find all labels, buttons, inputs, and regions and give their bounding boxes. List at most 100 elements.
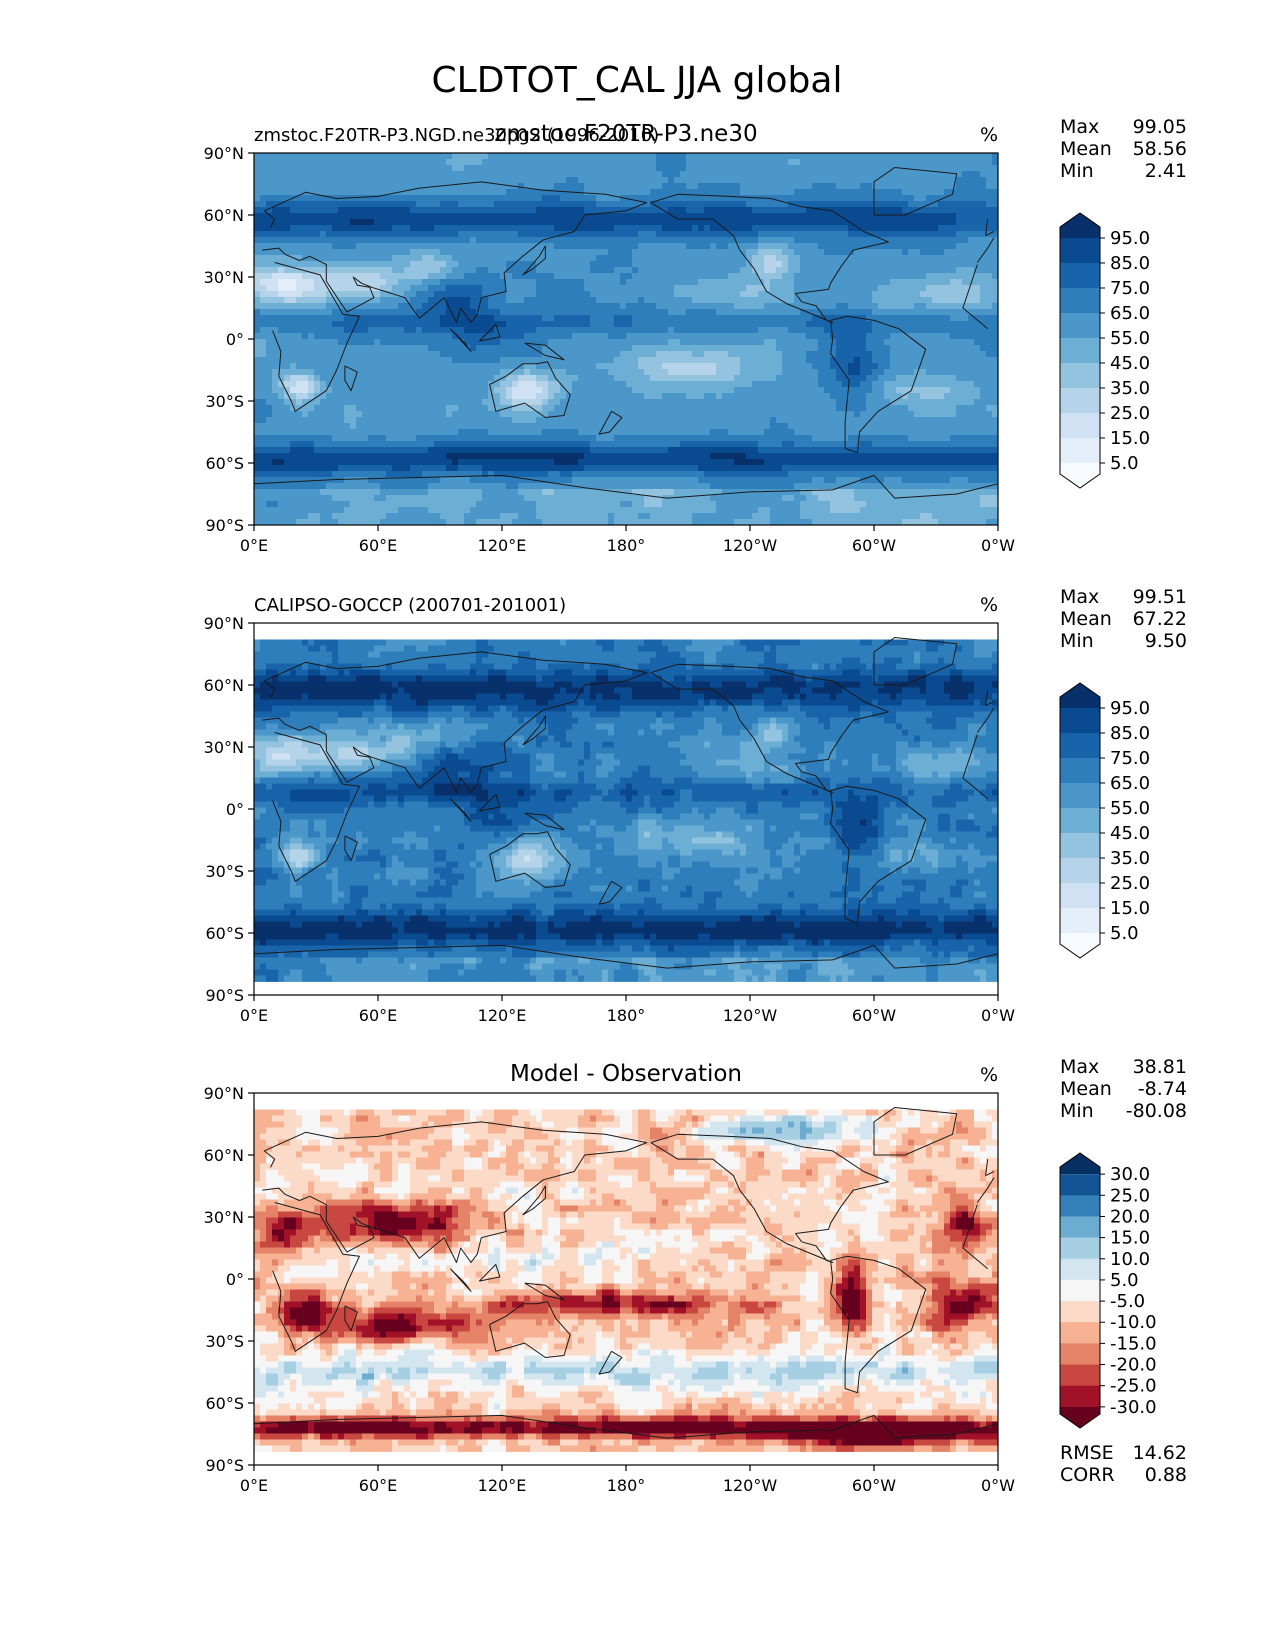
x-tick-label: 180°	[607, 1006, 646, 1025]
stat-value: 58.56	[1133, 138, 1187, 160]
stat-label: Mean	[1060, 1078, 1112, 1100]
colorbar-tick-label: 55.0	[1110, 328, 1150, 349]
stat-value: 9.50	[1145, 630, 1187, 652]
x-tick-label: 0°W	[981, 1006, 1015, 1025]
figure-title: CLDTOT_CAL JJA global	[432, 60, 843, 101]
x-tick-label: 0°W	[981, 536, 1015, 555]
metric-value: 14.62	[1133, 1442, 1187, 1464]
metric-label: RMSE	[1060, 1442, 1114, 1464]
colorbar-tick-label: 30.0	[1110, 1164, 1150, 1185]
stat-label: Mean	[1060, 138, 1112, 160]
colorbar-tick-label: 45.0	[1110, 353, 1150, 374]
panel-title-center: Model - Observation	[510, 1061, 742, 1087]
stat-label: Max	[1060, 1056, 1099, 1078]
colorbar-tick-label: 55.0	[1110, 798, 1150, 819]
x-tick-label: 60°E	[359, 1006, 397, 1025]
panel-title-left: zmstoc.F20TR-P3.NGD.ne30pg2 (1996-2010)	[254, 125, 659, 146]
stat-value: 99.05	[1133, 116, 1187, 138]
colorbar-tick-label: 95.0	[1110, 698, 1150, 719]
colorbar-tick-label: 95.0	[1110, 228, 1150, 249]
colorbar-tick-label: 5.0	[1110, 923, 1139, 944]
colorbar-tick-label: 5.0	[1110, 453, 1139, 474]
x-tick-label: 60°E	[359, 1476, 397, 1495]
colorbar-tick-label: 75.0	[1110, 278, 1150, 299]
y-tick-label: 90°N	[204, 614, 244, 633]
colorbar-tick-label: -10.0	[1110, 1312, 1157, 1333]
y-tick-label: 30°S	[205, 392, 244, 411]
colorbar: 95.0 85.0 75.0 65.0 55.0 45.0 35.0 25.0 15.0 5.0	[1059, 212, 1150, 489]
y-tick-label: 60°S	[205, 454, 244, 473]
x-tick-label: 120°E	[478, 1006, 527, 1025]
y-tick-label: 30°N	[204, 738, 244, 757]
colorbar-tick-label: -5.0	[1110, 1291, 1145, 1312]
stat-value: 2.41	[1145, 160, 1187, 182]
y-tick-label: 30°S	[205, 862, 244, 881]
stat-label: Min	[1060, 630, 1094, 652]
stat-label: Min	[1060, 160, 1094, 182]
y-tick-label: 90°S	[205, 516, 244, 535]
stat-label: Mean	[1060, 608, 1112, 630]
stat-label: Min	[1060, 1100, 1094, 1122]
panel-reference: CALIPSO-GOCCP (200701-201001) % 90°N 60°N 30…	[204, 586, 1187, 1025]
colorbar-tick-label: -30.0	[1110, 1397, 1157, 1418]
colorbar-tick-label: 25.0	[1110, 873, 1150, 894]
panel-difference: Model - Observation % 90°N 60°N 30°N 0° 30°S 60…	[204, 1056, 1187, 1495]
colorbar: 95.0 85.0 75.0 65.0 55.0 45.0 35.0 25.0 15.0 5.0	[1059, 682, 1150, 959]
colorbar-tick-label: -15.0	[1110, 1333, 1157, 1354]
colorbar-tick-label: 85.0	[1110, 723, 1150, 744]
colorbar-tick-label: 65.0	[1110, 303, 1150, 324]
x-tick-label: 180°	[607, 1476, 646, 1495]
contour-field	[254, 153, 998, 525]
x-tick-label: 60°W	[852, 536, 896, 555]
y-tick-label: 90°S	[205, 986, 244, 1005]
colorbar-tick-label: 15.0	[1110, 898, 1150, 919]
panel-units: %	[980, 1064, 998, 1086]
metric-value: 0.88	[1145, 1464, 1187, 1486]
stat-value: -8.74	[1138, 1078, 1187, 1100]
colorbar-tick-label: 10.0	[1110, 1249, 1150, 1270]
x-tick-label: 120°W	[723, 1476, 778, 1495]
y-tick-label: 0°	[226, 1270, 244, 1289]
stat-value: 99.51	[1133, 586, 1187, 608]
colorbar-tick-label: 85.0	[1110, 253, 1150, 274]
y-tick-label: 30°N	[204, 268, 244, 287]
stat-label: Max	[1060, 116, 1099, 138]
coastlines	[254, 637, 998, 969]
x-tick-label: 0°E	[240, 1006, 268, 1025]
colorbar-tick-label: 25.0	[1110, 1185, 1150, 1206]
y-tick-label: 90°N	[204, 144, 244, 163]
colorbar-tick-label: 45.0	[1110, 823, 1150, 844]
y-tick-label: 90°N	[204, 1084, 244, 1103]
colorbar: 30.025.020.015.010.05.0-5.0-10.0-15.0-20…	[1059, 1152, 1157, 1429]
panel-units: %	[980, 594, 998, 616]
colorbar-tick-label: 15.0	[1110, 1228, 1150, 1249]
x-tick-label: 0°W	[981, 1476, 1015, 1495]
x-tick-label: 60°W	[852, 1006, 896, 1025]
x-tick-label: 120°W	[723, 536, 778, 555]
x-tick-label: 120°E	[478, 536, 527, 555]
y-tick-label: 60°N	[204, 1146, 244, 1165]
panel-title-center: zmstoc.F20TR-P3.ne30	[494, 121, 757, 147]
y-tick-label: 60°N	[204, 676, 244, 695]
stat-value: 38.81	[1133, 1056, 1187, 1078]
panel-units: %	[980, 124, 998, 146]
stat-label: Max	[1060, 586, 1099, 608]
colorbar-tick-label: 35.0	[1110, 848, 1150, 869]
colorbar-tick-label: 20.0	[1110, 1206, 1150, 1227]
panel-test: zmstoc.F20TR-P3.NGD.ne30pg2 (1996-2010)z…	[204, 116, 1187, 555]
coastlines	[254, 167, 998, 499]
colorbar-tick-label: 25.0	[1110, 403, 1150, 424]
x-tick-label: 60°E	[359, 536, 397, 555]
colorbar-tick-label: -20.0	[1110, 1355, 1157, 1376]
y-tick-label: 30°S	[205, 1332, 244, 1351]
colorbar-tick-label: 35.0	[1110, 378, 1150, 399]
stat-value: 67.22	[1133, 608, 1187, 630]
y-tick-label: 90°S	[205, 1456, 244, 1475]
y-tick-label: 30°N	[204, 1208, 244, 1227]
colorbar-tick-label: 5.0	[1110, 1270, 1139, 1291]
colorbar-tick-label: 65.0	[1110, 773, 1150, 794]
y-tick-label: 0°	[226, 800, 244, 819]
x-tick-label: 120°E	[478, 1476, 527, 1495]
contour-field	[254, 1109, 998, 1452]
y-tick-label: 0°	[226, 330, 244, 349]
